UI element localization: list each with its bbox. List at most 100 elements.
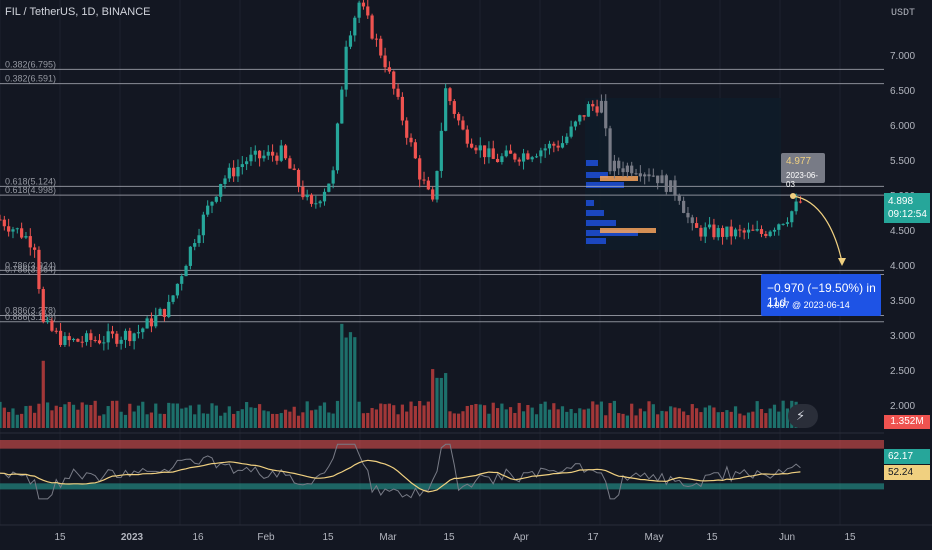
candle-body — [227, 167, 231, 179]
volume-bar — [716, 412, 720, 428]
profile-row-up — [586, 182, 624, 188]
volume-bar — [521, 411, 526, 428]
candle-body — [314, 203, 318, 205]
candle-body — [673, 180, 677, 196]
candle-body — [210, 201, 214, 206]
volume-bar — [305, 401, 309, 428]
volume-bar — [482, 405, 487, 428]
volume-bar — [296, 415, 301, 428]
candle-body — [171, 295, 175, 302]
candle-body — [573, 121, 578, 127]
volume-bar — [262, 410, 266, 428]
candle-body — [366, 6, 370, 16]
volume-bar — [175, 403, 179, 428]
volume-bar — [322, 402, 327, 428]
rsi-ma-badge: 52.24 — [884, 465, 930, 480]
candle-body — [24, 236, 28, 238]
volume-bar — [478, 404, 482, 428]
volume-bar — [41, 360, 45, 428]
volume-bar — [495, 408, 500, 428]
candle-body — [296, 169, 301, 187]
candle-body — [435, 170, 439, 200]
volume-bar — [188, 405, 192, 428]
volume-bar — [28, 405, 32, 428]
volume-bar — [206, 413, 210, 428]
flash-icon: ⚡ — [796, 408, 806, 423]
fib-label: 0.886(3.189) — [5, 312, 56, 322]
volume-bar — [474, 403, 478, 428]
volume-bar — [695, 408, 699, 428]
candle-body — [534, 156, 539, 158]
rsi-value-badge: 62.17 — [884, 449, 930, 464]
candle-body — [80, 341, 84, 343]
candle-body — [253, 150, 257, 155]
volume-bar — [634, 415, 638, 428]
volume-bar — [439, 377, 443, 428]
price-tick: 7.000 — [890, 51, 915, 62]
candle-body — [236, 167, 240, 177]
candle-body — [383, 55, 387, 68]
volume-bar — [219, 415, 223, 428]
volume-bar — [335, 400, 340, 428]
volume-bar — [759, 409, 764, 428]
candle-body — [777, 224, 781, 230]
time-tick: May — [645, 532, 664, 543]
candle-body — [374, 38, 379, 40]
candle-body — [201, 214, 205, 236]
time-tick: 15 — [443, 532, 455, 543]
candle-body — [115, 333, 119, 344]
candle-body — [141, 328, 145, 333]
volume-bar — [487, 413, 491, 428]
candle-body — [764, 233, 768, 236]
volume-bar — [595, 404, 599, 428]
volume-bar — [552, 403, 556, 428]
tooltip-price: 4.977 — [786, 156, 812, 167]
volume-bar — [361, 413, 366, 428]
candle-body — [725, 226, 729, 237]
replay-button[interactable]: ⚡ — [788, 404, 818, 428]
candle-body — [513, 153, 517, 160]
fib-label: 0.618(5.124) — [5, 176, 56, 186]
candle-body — [136, 332, 141, 334]
volume-bar — [751, 411, 755, 428]
volume-bar — [37, 403, 41, 428]
volume-bar — [465, 405, 469, 428]
price-tick: 3.500 — [890, 296, 915, 307]
time-tick: 16 — [192, 532, 204, 543]
volume-bar — [669, 406, 673, 428]
price-tick: 5.500 — [890, 156, 915, 167]
candle-body — [422, 179, 426, 181]
candle-body — [707, 224, 712, 228]
candle-body — [149, 318, 154, 327]
fib-label: 0.382(6.591) — [5, 74, 56, 84]
candle-body — [50, 320, 54, 331]
candle-body — [651, 175, 655, 177]
candle-body — [63, 336, 67, 345]
price-tick: 3.000 — [890, 331, 915, 342]
volume-bar — [309, 410, 314, 428]
candle-body — [258, 150, 262, 159]
volume-bar — [513, 412, 517, 428]
candle-body — [219, 184, 223, 197]
candle-body — [539, 150, 543, 157]
candle-body — [790, 211, 794, 223]
price-tick: 4.500 — [890, 226, 915, 237]
candle-body — [677, 195, 681, 201]
volume-bar — [20, 413, 24, 428]
volume-bar — [58, 406, 63, 428]
candle-body — [617, 160, 621, 169]
time-tick: Feb — [257, 532, 275, 543]
volume-bar — [227, 406, 231, 428]
candle-body — [266, 151, 270, 156]
volume-bar — [54, 405, 58, 428]
volume-bar — [279, 413, 283, 428]
candle-body — [318, 201, 322, 204]
volume-bar — [729, 411, 733, 428]
volume-bar — [426, 401, 430, 428]
last-price: 4.898 — [888, 196, 914, 207]
volume-bar — [240, 409, 244, 428]
volume-bar — [370, 407, 374, 428]
candle-body — [288, 158, 292, 169]
volume-bar — [673, 407, 677, 428]
volume-bar — [11, 408, 15, 428]
